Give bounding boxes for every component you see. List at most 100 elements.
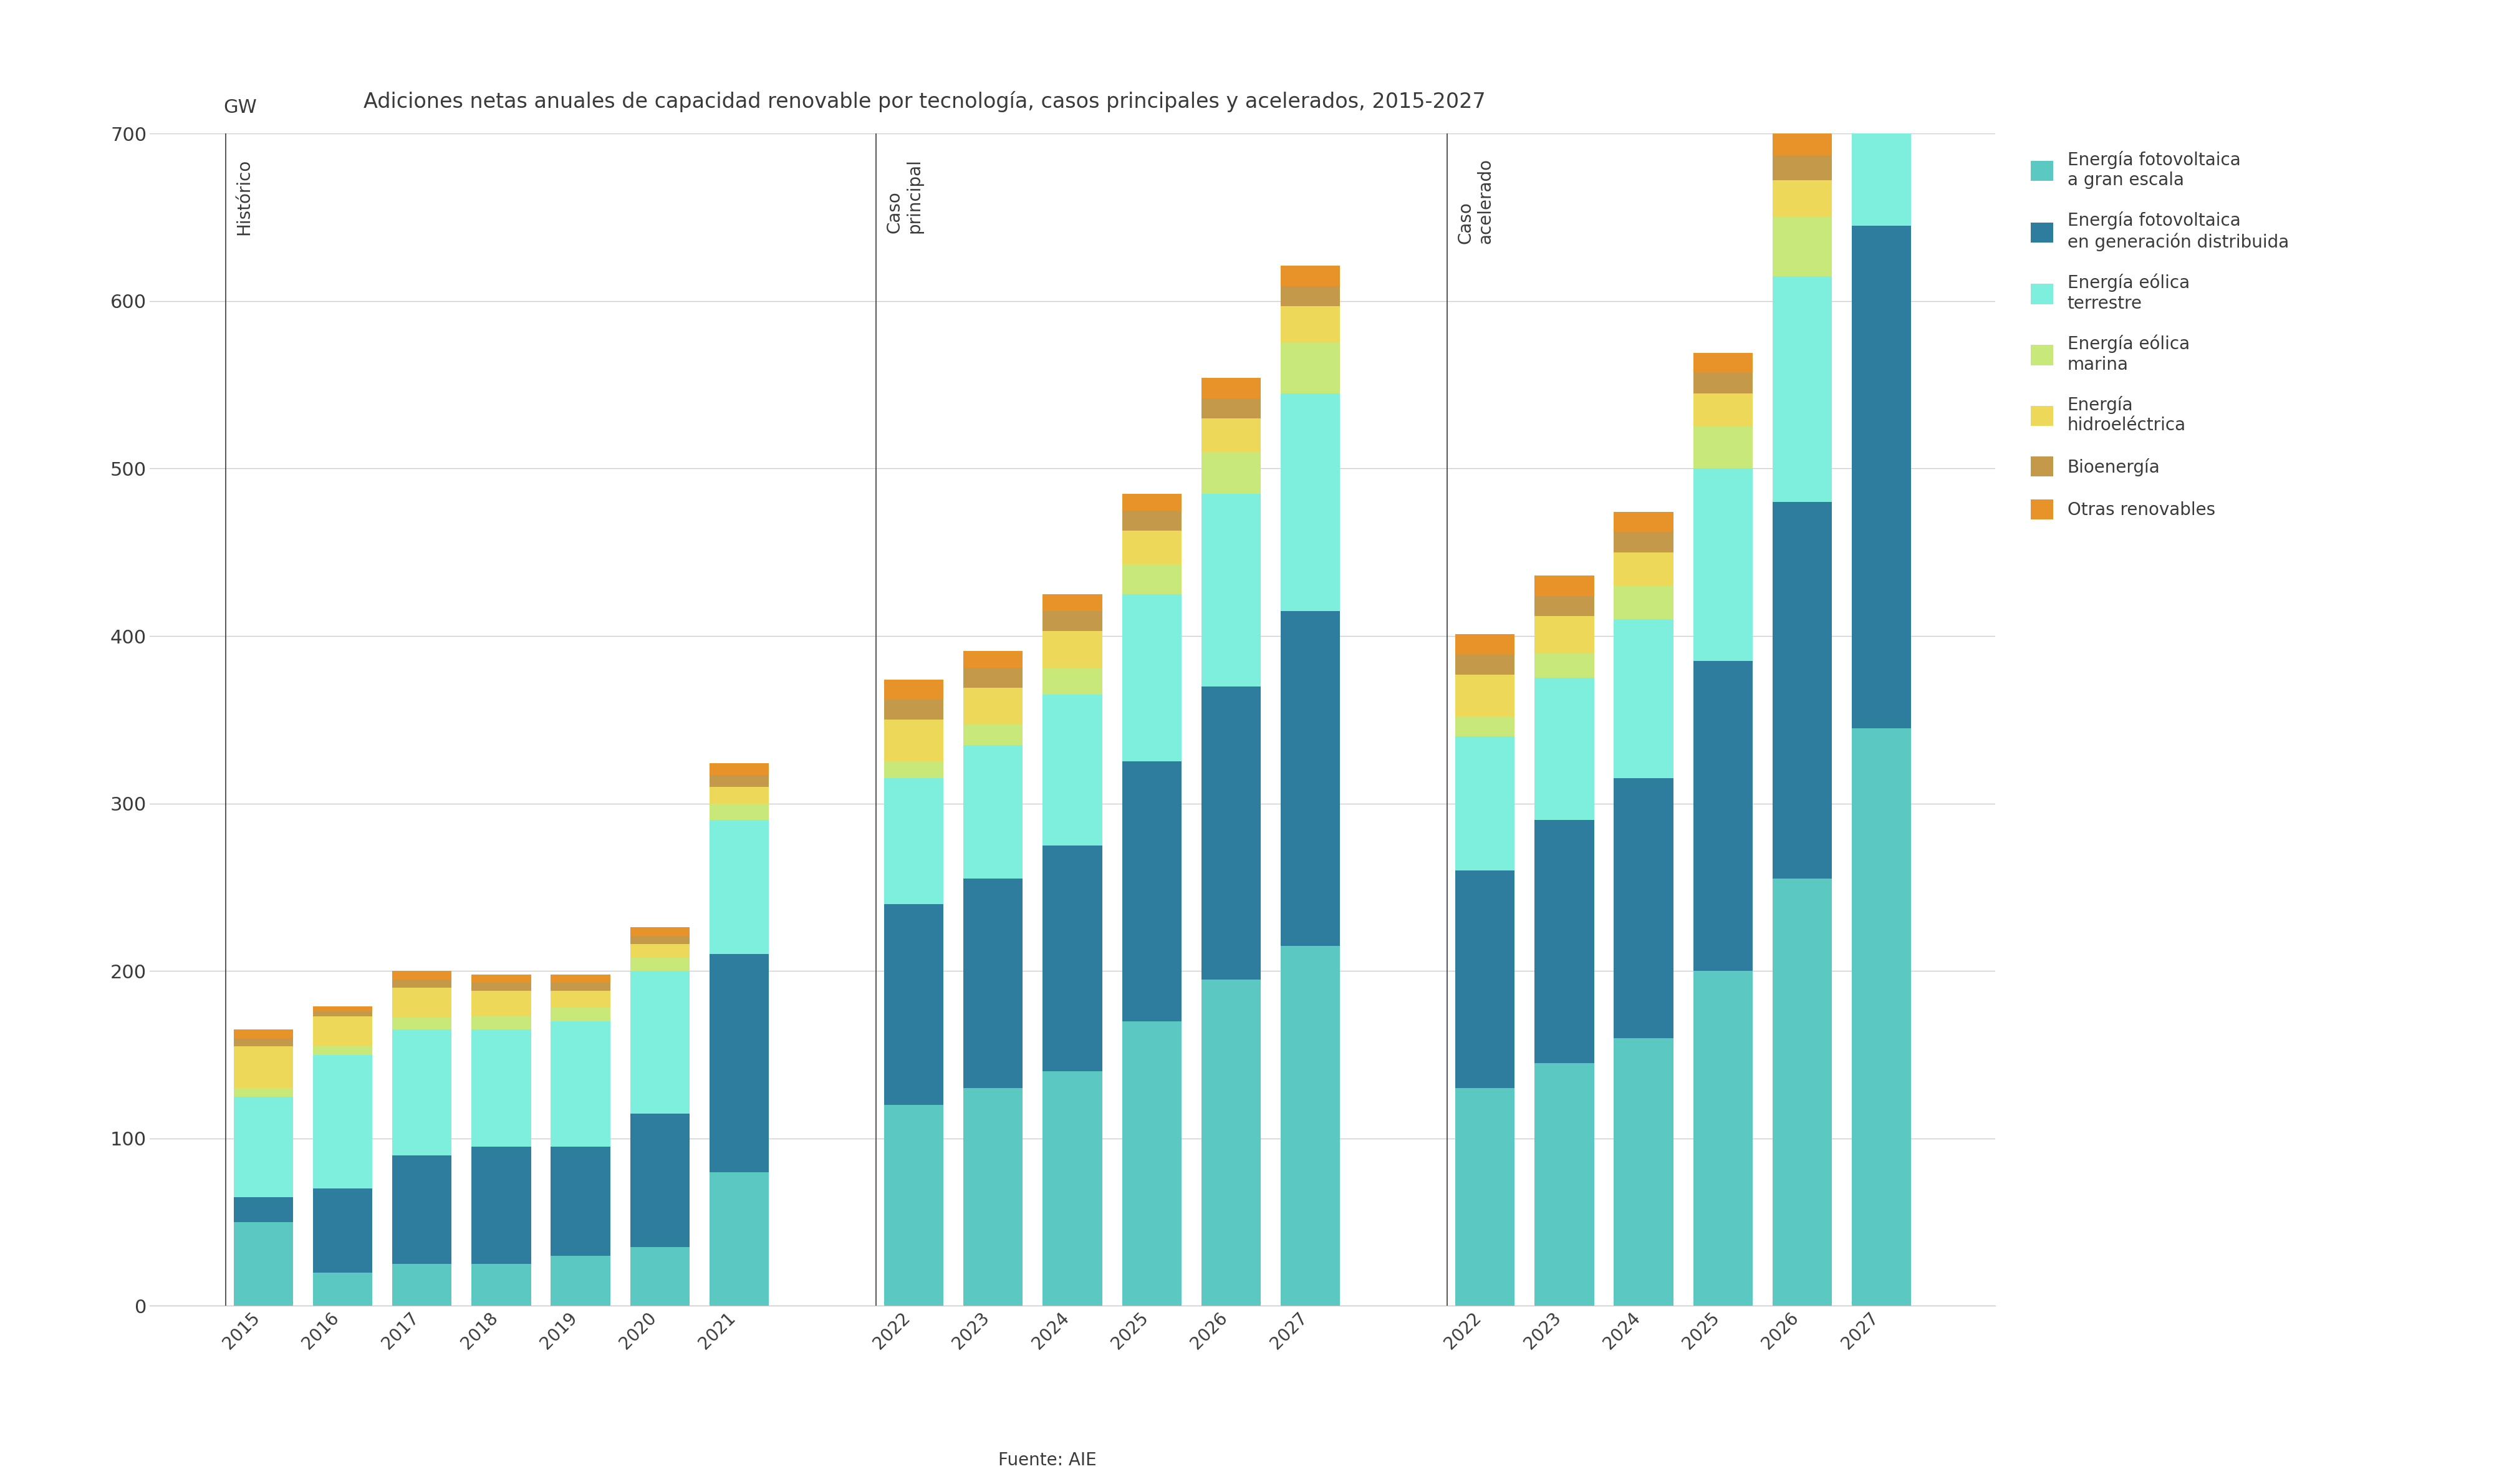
Bar	[1042, 695, 1102, 846]
Bar	[1693, 372, 1753, 393]
Bar	[1202, 378, 1262, 398]
Bar	[471, 1147, 531, 1264]
Bar	[1042, 846, 1102, 1071]
Bar	[1454, 717, 1514, 736]
Text: GW: GW	[224, 99, 257, 117]
Bar	[551, 975, 611, 982]
Bar	[1773, 502, 1833, 879]
Bar	[471, 975, 531, 982]
Bar	[1693, 353, 1753, 372]
Bar	[1773, 879, 1833, 1306]
Bar	[551, 1021, 611, 1147]
Bar	[1773, 156, 1833, 181]
Bar	[1534, 821, 1594, 1063]
Bar	[883, 1106, 943, 1306]
Legend: Energía fotovoltaica
a gran escala, Energía fotovoltaica
en generación distribui: Energía fotovoltaica a gran escala, Ener…	[2023, 142, 2297, 528]
Bar	[1202, 979, 1262, 1306]
Bar	[1614, 586, 1673, 619]
Bar	[392, 1155, 451, 1264]
Bar	[471, 1017, 531, 1030]
Bar	[708, 803, 768, 821]
Bar	[708, 821, 768, 954]
Bar	[551, 1255, 611, 1306]
Text: Caso
principal: Caso principal	[885, 159, 923, 233]
Bar	[708, 775, 768, 787]
Bar	[312, 1011, 372, 1017]
Bar	[312, 1055, 372, 1189]
Bar	[708, 763, 768, 775]
Bar	[883, 699, 943, 720]
Bar	[963, 879, 1023, 1088]
Bar	[708, 787, 768, 803]
Bar	[234, 1046, 292, 1088]
Bar	[551, 982, 611, 991]
Bar	[1614, 778, 1673, 1037]
Bar	[234, 1088, 292, 1097]
Bar	[1454, 1088, 1514, 1306]
Bar	[1454, 634, 1514, 654]
Bar	[312, 1189, 372, 1272]
Bar	[631, 928, 691, 936]
Bar	[392, 988, 451, 1018]
Bar	[1773, 181, 1833, 217]
Bar	[1122, 1021, 1182, 1306]
Bar	[1534, 1063, 1594, 1306]
Bar	[551, 991, 611, 1008]
Bar	[312, 1046, 372, 1055]
Bar	[312, 1006, 372, 1011]
Bar	[631, 957, 691, 971]
Bar	[963, 745, 1023, 879]
Bar	[551, 1147, 611, 1255]
Bar	[1534, 576, 1594, 595]
Bar	[1122, 594, 1182, 761]
Bar	[1614, 533, 1673, 552]
Bar	[1122, 494, 1182, 510]
Bar	[1534, 653, 1594, 678]
Bar	[631, 971, 691, 1113]
Bar	[1693, 426, 1753, 469]
Bar	[883, 720, 943, 761]
Bar	[1279, 286, 1339, 306]
Bar	[1614, 619, 1673, 778]
Bar	[1773, 217, 1833, 276]
Bar	[1042, 631, 1102, 668]
Bar	[471, 982, 531, 991]
Bar	[1614, 552, 1673, 586]
Title: Adiciones netas anuales de capacidad renovable por tecnología, casos principales: Adiciones netas anuales de capacidad ren…	[364, 91, 1486, 111]
Bar	[1773, 131, 1833, 156]
Bar	[1202, 451, 1262, 494]
Bar	[1853, 0, 1910, 226]
Bar	[1773, 276, 1833, 502]
Bar	[963, 724, 1023, 745]
Bar	[963, 689, 1023, 724]
Bar	[631, 1247, 691, 1306]
Bar	[234, 1030, 292, 1037]
Bar	[392, 1018, 451, 1030]
Bar	[392, 971, 451, 979]
Bar	[312, 1017, 372, 1046]
Bar	[1202, 418, 1262, 451]
Bar	[234, 1097, 292, 1198]
Bar	[551, 1008, 611, 1021]
Bar	[392, 979, 451, 988]
Bar	[392, 1030, 451, 1155]
Bar	[1454, 675, 1514, 717]
Bar	[1202, 686, 1262, 979]
Bar	[963, 1088, 1023, 1306]
Bar	[883, 761, 943, 778]
Bar	[1454, 654, 1514, 675]
Bar	[631, 944, 691, 957]
Bar	[1693, 971, 1753, 1306]
Bar	[1279, 945, 1339, 1306]
Bar	[883, 904, 943, 1106]
Bar	[1534, 616, 1594, 653]
Bar	[1042, 594, 1102, 611]
Bar	[1454, 736, 1514, 871]
Text: Fuente: AIE: Fuente: AIE	[998, 1451, 1097, 1469]
Bar	[631, 1113, 691, 1247]
Bar	[1122, 530, 1182, 564]
Bar	[1279, 306, 1339, 343]
Bar	[234, 1037, 292, 1046]
Bar	[1853, 226, 1910, 729]
Bar	[708, 954, 768, 1172]
